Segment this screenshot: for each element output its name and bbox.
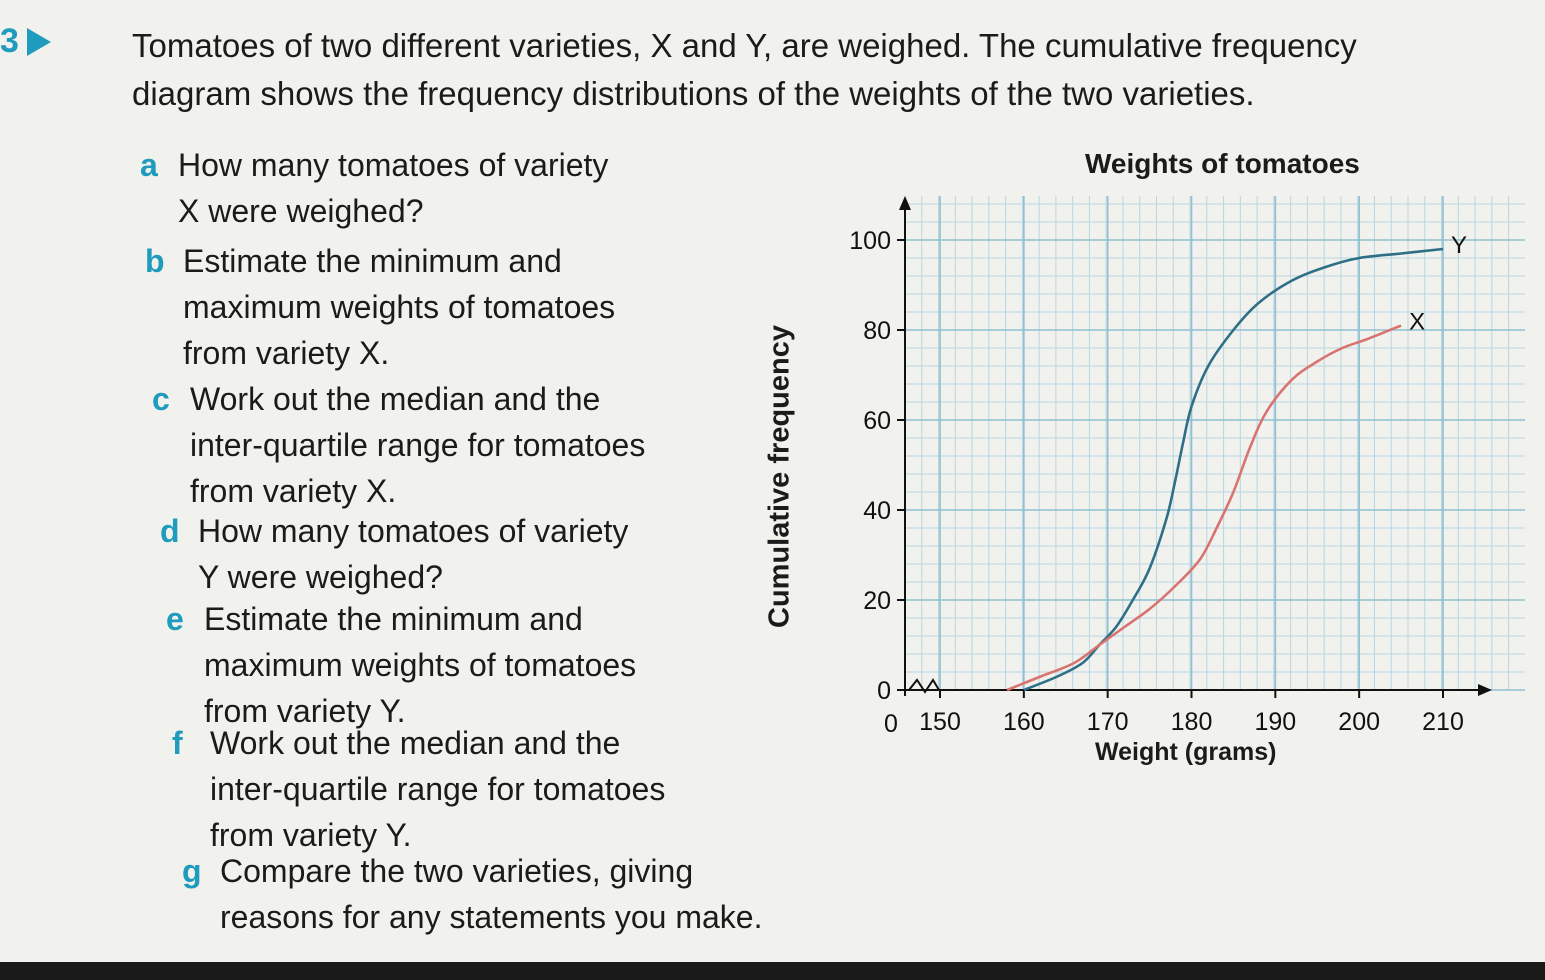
series-line-y [1023,247,1444,692]
part-e-line-3: from variety Y. [204,693,406,729]
x-axis-label: Weight (grams) [1095,738,1277,766]
part-b-letter: b [145,243,165,279]
bottom-edge [0,962,1545,980]
intro-line-2: diagram shows the frequency distribution… [132,75,1255,112]
part-g-letter: g [182,853,202,889]
part-a-line-2: X were weighed? [178,193,424,229]
y-tick-label: 80 [863,317,891,345]
x-tick-label: 160 [1003,708,1045,736]
part-b: b Estimate the minimum and maximum weight… [145,238,725,376]
question-number-text: 3 [0,22,19,60]
part-c-line-1: Work out the median and the [190,381,601,417]
part-d-line-2: Y were weighed? [198,559,443,595]
x-tick-label: 170 [1087,708,1129,736]
part-e-line-2: maximum weights of tomatoes [204,647,637,683]
x-tick-label: 200 [1338,708,1380,736]
part-g-line-2: reasons for any statements you make. [220,899,763,935]
intro-line-1: Tomatoes of two different varieties, X a… [132,27,1357,64]
part-a: a How many tomatoes of variety X were wei… [140,142,720,234]
part-g-line-1: Compare the two varieties, giving [220,853,694,889]
part-a-letter: a [140,147,158,183]
chart-grid [904,196,1525,691]
question-intro: Tomatoes of two different varieties, X a… [132,22,1462,118]
part-b-line-2: maximum weights of tomatoes [183,289,616,325]
part-b-line-3: from variety X. [183,335,390,371]
part-e-line-1: Estimate the minimum and [204,601,583,637]
y-tick-label: 40 [863,497,891,525]
x-origin-label: 0 [884,710,898,738]
y-axis-arrow-icon [899,196,911,210]
y-tick-label: 20 [863,587,891,615]
part-b-line-1: Estimate the minimum and [183,243,562,279]
part-f-line-3: from variety Y. [210,817,412,853]
part-a-line-1: How many tomatoes of variety [178,147,609,183]
x-tick-label: 210 [1422,708,1464,736]
axis-break-icon [908,678,940,694]
x-tick-label: 190 [1254,708,1296,736]
series-line-x [1006,324,1402,692]
chart-title: Weights of tomatoes [1085,148,1360,179]
y-tick-label: 0 [877,677,891,705]
part-f-line-1: Work out the median and the [210,725,621,761]
chart-axes [899,196,1492,696]
part-d-letter: d [160,513,180,549]
chart-series: YX [1006,232,1467,692]
x-tick-label: 180 [1171,708,1213,736]
arrow-icon [26,27,51,56]
part-f: f Work out the median and the inter-quart… [172,720,752,858]
series-label-x: X [1409,309,1425,336]
part-e-letter: e [166,601,184,637]
part-c-letter: c [152,381,170,417]
part-c-line-2: inter-quartile range for tomatoes [190,427,646,463]
x-axis-arrow-icon [1478,684,1492,696]
part-f-line-2: inter-quartile range for tomatoes [210,771,666,807]
part-f-letter: f [172,725,183,761]
chart-ticks: 0 20 40 60 80 100 150 160 170 180 190 200 210 0 [849,227,1464,738]
part-g: g Compare the two varieties, giving reaso… [182,848,822,940]
y-tick-label: 100 [849,227,891,255]
part-d: d How many tomatoes of variety Y were wei… [160,508,740,600]
question-number: 3 [0,22,51,61]
series-label-y: Y [1451,232,1467,259]
y-tick-label: 60 [863,407,891,435]
part-c: c Work out the median and the inter-quart… [152,376,732,514]
part-e: e Estimate the minimum and maximum weight… [166,596,746,734]
part-d-line-1: How many tomatoes of variety [198,513,629,549]
part-c-line-3: from variety X. [190,473,397,509]
x-tick-label: 150 [919,708,961,736]
